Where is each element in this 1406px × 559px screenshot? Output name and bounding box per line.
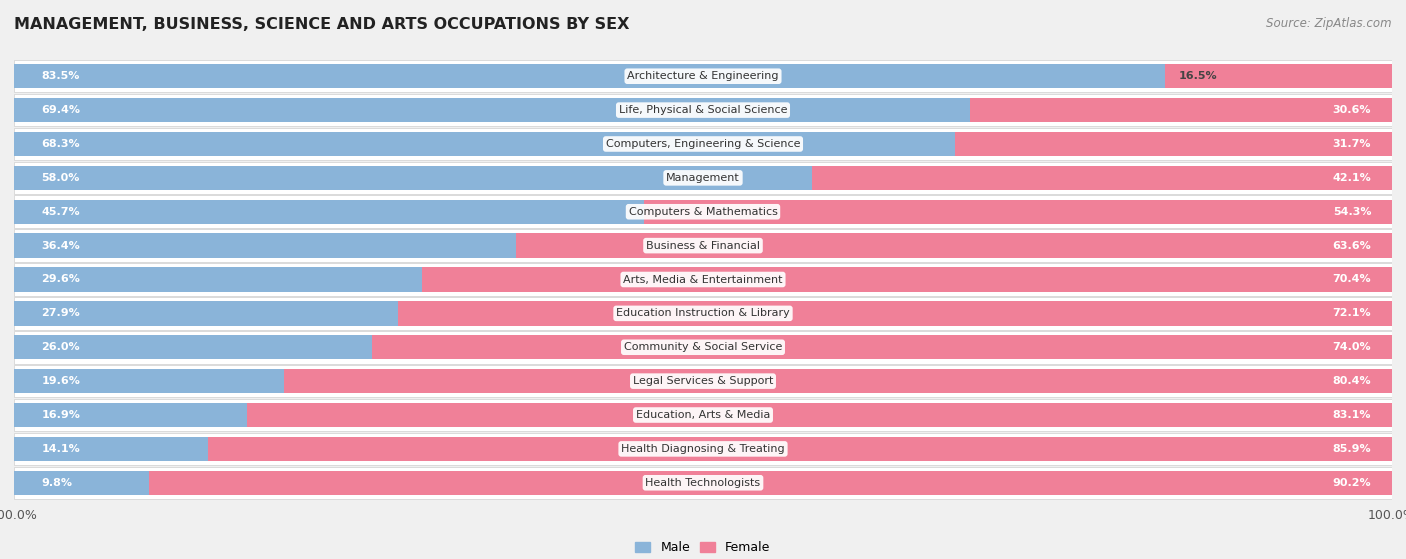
Bar [14, 331, 1392, 363]
Bar [14, 196, 1392, 228]
Bar [373, 335, 1392, 359]
Text: 19.6%: 19.6% [42, 376, 80, 386]
Bar [14, 60, 1392, 92]
Bar [1164, 64, 1392, 88]
Bar [14, 162, 1392, 194]
Text: 83.1%: 83.1% [1333, 410, 1371, 420]
Text: 42.1%: 42.1% [1333, 173, 1371, 183]
Text: 69.4%: 69.4% [42, 105, 80, 115]
Text: 36.4%: 36.4% [42, 240, 80, 250]
Text: 68.3%: 68.3% [42, 139, 80, 149]
Text: Computers, Engineering & Science: Computers, Engineering & Science [606, 139, 800, 149]
Bar [208, 437, 1392, 461]
Bar [14, 467, 1392, 499]
Bar [14, 471, 149, 495]
Bar [14, 234, 516, 258]
Text: Source: ZipAtlas.com: Source: ZipAtlas.com [1267, 17, 1392, 30]
Text: 30.6%: 30.6% [1333, 105, 1371, 115]
Bar [14, 433, 1392, 465]
Text: 29.6%: 29.6% [42, 274, 80, 285]
Bar [14, 301, 398, 325]
Bar [398, 301, 1392, 325]
Text: 70.4%: 70.4% [1333, 274, 1371, 285]
Bar [14, 263, 1392, 296]
Bar [14, 403, 247, 427]
Text: Life, Physical & Social Science: Life, Physical & Social Science [619, 105, 787, 115]
Bar [14, 267, 422, 292]
Text: Health Diagnosing & Treating: Health Diagnosing & Treating [621, 444, 785, 454]
Legend: Male, Female: Male, Female [630, 537, 776, 559]
Bar [14, 127, 1392, 160]
Text: Education, Arts & Media: Education, Arts & Media [636, 410, 770, 420]
Text: Education Instruction & Library: Education Instruction & Library [616, 309, 790, 319]
Bar [149, 471, 1392, 495]
Bar [14, 165, 813, 190]
Bar [14, 365, 1392, 397]
Text: 90.2%: 90.2% [1333, 478, 1371, 488]
Text: 31.7%: 31.7% [1333, 139, 1371, 149]
Bar [14, 335, 373, 359]
Text: Health Technologists: Health Technologists [645, 478, 761, 488]
Bar [14, 200, 644, 224]
Text: Arts, Media & Entertainment: Arts, Media & Entertainment [623, 274, 783, 285]
Bar [14, 94, 1392, 126]
Text: 83.5%: 83.5% [42, 71, 80, 81]
Text: Legal Services & Support: Legal Services & Support [633, 376, 773, 386]
Bar [14, 98, 970, 122]
Text: 45.7%: 45.7% [42, 207, 80, 217]
Bar [422, 267, 1392, 292]
Text: 16.5%: 16.5% [1178, 71, 1218, 81]
Text: 80.4%: 80.4% [1333, 376, 1371, 386]
Bar [811, 165, 1392, 190]
Text: 27.9%: 27.9% [42, 309, 80, 319]
Bar [284, 369, 1392, 394]
Text: Management: Management [666, 173, 740, 183]
Bar [14, 297, 1392, 330]
Bar [14, 132, 955, 156]
Text: Architecture & Engineering: Architecture & Engineering [627, 71, 779, 81]
Text: 9.8%: 9.8% [42, 478, 73, 488]
Text: 72.1%: 72.1% [1333, 309, 1371, 319]
Bar [516, 234, 1392, 258]
Text: Business & Financial: Business & Financial [645, 240, 761, 250]
Text: 58.0%: 58.0% [42, 173, 80, 183]
Text: MANAGEMENT, BUSINESS, SCIENCE AND ARTS OCCUPATIONS BY SEX: MANAGEMENT, BUSINESS, SCIENCE AND ARTS O… [14, 17, 630, 32]
Bar [14, 229, 1392, 262]
Text: Computers & Mathematics: Computers & Mathematics [628, 207, 778, 217]
Bar [14, 369, 284, 394]
Bar [14, 399, 1392, 432]
Bar [970, 98, 1392, 122]
Text: 26.0%: 26.0% [42, 342, 80, 352]
Bar [955, 132, 1392, 156]
Text: 16.9%: 16.9% [42, 410, 80, 420]
Text: Community & Social Service: Community & Social Service [624, 342, 782, 352]
Text: 63.6%: 63.6% [1333, 240, 1371, 250]
Bar [644, 200, 1392, 224]
Bar [247, 403, 1392, 427]
Text: 74.0%: 74.0% [1333, 342, 1371, 352]
Bar [14, 437, 208, 461]
Text: 54.3%: 54.3% [1333, 207, 1371, 217]
Text: 14.1%: 14.1% [42, 444, 80, 454]
Bar [14, 64, 1164, 88]
Text: 85.9%: 85.9% [1333, 444, 1371, 454]
